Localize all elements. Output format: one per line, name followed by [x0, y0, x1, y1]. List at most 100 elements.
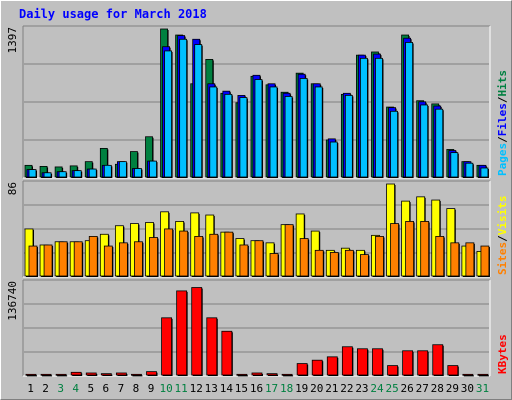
- legend-visits: Visits: [496, 196, 509, 236]
- x-tick-label-day-2: 2: [42, 382, 49, 395]
- x-tick-label-day-20: 20: [310, 382, 323, 395]
- bar-sites-day-16: [254, 240, 264, 277]
- bar-kbytes-day-2: [40, 373, 52, 376]
- bar-pages-day-8: [134, 168, 142, 178]
- bar-kbytes-day-20: [311, 359, 323, 376]
- legend-hits: Hits: [496, 70, 509, 97]
- x-tick-label-day-28: 28: [431, 382, 444, 395]
- bar-pages-day-11: [179, 38, 188, 178]
- bar-pages-day-10: [164, 50, 172, 178]
- x-tick-label-day-31: 31: [476, 382, 489, 395]
- x-tick-label-day-29: 29: [446, 382, 459, 395]
- bar-kbytes-day-3-shadow: [57, 375, 68, 377]
- x-tick-label-day-10: 10: [159, 382, 172, 395]
- bar-sites-day-25: [390, 223, 399, 277]
- bar-sites-day-18: [284, 224, 294, 277]
- bar-pages-day-28: [435, 108, 444, 178]
- bar-kbytes-day-28: [432, 344, 444, 376]
- bar-pages-day-26: [405, 42, 414, 178]
- x-tick-label-day-11: 11: [175, 382, 188, 395]
- bar-kbytes-day-17: [266, 373, 278, 376]
- bar-kbytes-day-9: [146, 371, 157, 376]
- bar-pages-day-22: [344, 95, 353, 178]
- bar-pages-day-2: [43, 172, 52, 178]
- bar-pages-day-19: [299, 78, 308, 178]
- panel-mid-legend: Sites/Visits: [496, 196, 509, 276]
- bar-sites-day-14: [224, 231, 234, 277]
- bar-sites-day-8: [134, 241, 143, 277]
- x-tick-label-day-30: 30: [461, 382, 474, 395]
- x-tick-label-day-17: 17: [265, 382, 278, 395]
- x-tick-label-day-12: 12: [190, 382, 203, 395]
- bar-kbytes-day-21: [326, 356, 338, 376]
- x-tick-label-day-25: 25: [385, 382, 398, 395]
- bar-kbytes-day-24: [372, 348, 383, 376]
- bar-pages-day-30: [465, 162, 474, 178]
- bar-sites-day-2: [43, 244, 53, 277]
- legend-separator: /: [496, 96, 509, 103]
- bar-kbytes-day-1: [25, 373, 37, 376]
- bar-sites-day-9: [149, 237, 158, 277]
- bar-sites-day-22: [344, 249, 354, 277]
- bar-kbytes-day-5: [85, 372, 97, 376]
- bar-sites-day-24: [375, 236, 384, 277]
- bar-sites-day-23: [360, 254, 369, 277]
- bar-pages-day-4: [73, 170, 82, 178]
- x-tick-label-day-18: 18: [280, 382, 293, 395]
- bar-kbytes-day-25: [387, 365, 398, 376]
- bar-kbytes-day-7: [115, 372, 127, 376]
- bar-kbytes-day-31-shadow: [478, 375, 489, 377]
- bar-sites-day-26: [405, 221, 415, 277]
- bar-kbytes-day-13: [206, 317, 218, 376]
- bar-sites-day-3: [58, 241, 68, 277]
- bar-sites-day-29: [450, 242, 460, 277]
- panel-top-legend: Pages/Files/Hits: [496, 70, 509, 176]
- bar-kbytes-day-1-shadow: [27, 375, 37, 377]
- bar-kbytes-day-12: [191, 287, 203, 376]
- panel-bot-legend: KBytes: [496, 334, 509, 374]
- bar-pages-day-24: [375, 57, 383, 178]
- bar-kbytes-day-18-shadow: [283, 375, 294, 377]
- bar-pages-day-31: [480, 167, 489, 178]
- bar-pages-day-7: [118, 161, 127, 178]
- bar-pages-day-25: [390, 110, 398, 178]
- panel-top-max-label: 1397: [6, 27, 19, 54]
- bar-pages-day-5: [88, 168, 97, 178]
- bar-kbytes-day-31: [477, 373, 489, 376]
- bar-kbytes-day-10: [161, 317, 172, 376]
- x-tick-label-day-16: 16: [250, 382, 263, 395]
- bar-sites-day-5: [88, 236, 98, 277]
- bar-kbytes-day-11: [176, 290, 188, 376]
- legend-separator: /: [496, 235, 509, 242]
- bar-pages-day-18: [284, 96, 293, 178]
- bar-kbytes-day-3: [55, 373, 67, 376]
- x-tick-label-day-21: 21: [325, 382, 338, 395]
- bar-kbytes-day-30-shadow: [463, 375, 474, 377]
- x-tick-label-day-22: 22: [340, 382, 353, 395]
- bar-pages-day-12: [194, 44, 203, 178]
- x-tick-label-day-14: 14: [220, 382, 234, 395]
- bar-sites-day-1: [28, 245, 38, 277]
- bar-kbytes-day-8-shadow: [132, 375, 143, 377]
- bar-kbytes-day-2-shadow: [42, 375, 53, 377]
- bar-kbytes-day-15-shadow: [237, 375, 248, 377]
- bar-kbytes-day-29: [447, 365, 459, 376]
- bar-kbytes-day-8: [131, 373, 142, 376]
- x-tick-label-day-13: 13: [205, 382, 218, 395]
- bar-kbytes-day-16: [251, 372, 263, 376]
- bar-sites-day-28: [435, 236, 445, 277]
- x-tick-label-day-9: 9: [148, 382, 155, 395]
- bar-pages-day-15: [239, 97, 248, 178]
- bar-sites-day-13: [209, 233, 219, 277]
- bar-sites-day-30: [465, 242, 475, 277]
- bar-kbytes-day-15: [236, 373, 248, 376]
- x-tick-label-day-5: 5: [87, 382, 94, 395]
- panel-mid-max-label: 86: [6, 182, 19, 195]
- bar-sites-day-20: [314, 249, 324, 277]
- bar-kbytes-day-19: [296, 363, 308, 376]
- bar-pages-day-1: [28, 169, 37, 178]
- bar-sites-day-4: [73, 241, 83, 277]
- x-tick-label-day-7: 7: [118, 382, 125, 395]
- bar-pages-day-3: [58, 171, 67, 178]
